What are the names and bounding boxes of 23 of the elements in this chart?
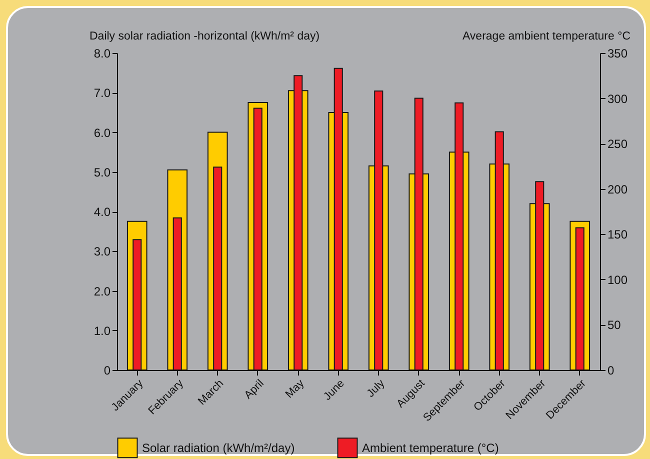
y-tick-label: 5.0 [94,165,111,180]
y2-tick-label: 300 [608,92,628,106]
y-tick-label: 0 [104,364,111,378]
y2-tick-label: 50 [608,318,622,332]
legend-label: Solar radiation (kWh/m²/day) [142,440,295,455]
y-tick-label: 1.0 [94,324,111,338]
y2-tick-label: 150 [608,228,628,242]
y2-tick-label: 100 [608,272,628,287]
y-tick-label: 2.0 [94,284,111,298]
y-tick-label: 6.0 [94,126,111,140]
x-tick-label: May [283,377,307,401]
y2-axis-title: Average ambient temperature °C [462,30,630,42]
y2-tick-label: 0 [608,364,614,378]
y2-tick-label: 350 [608,46,628,60]
y2-tick-label: 250 [608,137,628,152]
legend-label: Ambient temperature (°C) [362,440,499,455]
y-axis-title: Daily solar radiation -horizontal (kWh/m² day) [90,30,320,42]
y-tick-label: 3.0 [94,244,111,259]
y2-tick-label: 200 [608,182,628,196]
x-tick-label: July [364,377,388,400]
y-tick-label: 7.0 [94,86,111,100]
y-tick-label: 4.0 [94,205,111,219]
y-tick-label: 8.0 [94,46,111,60]
